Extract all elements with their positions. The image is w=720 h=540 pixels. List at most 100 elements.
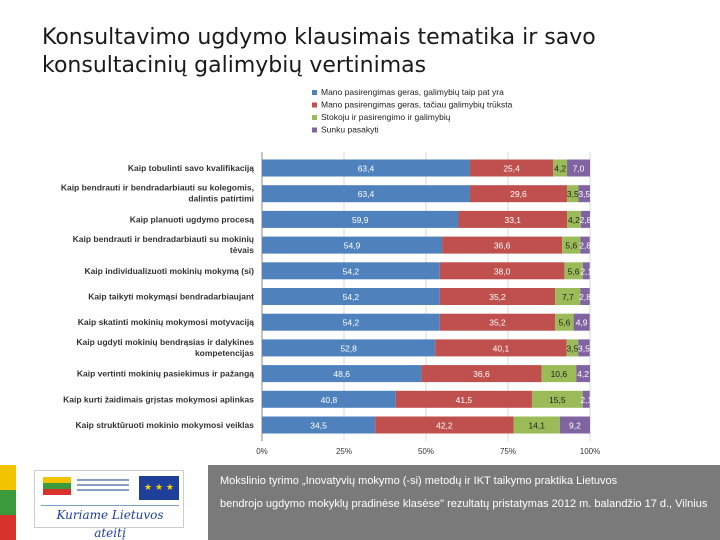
data-label-4-series-4: 2,8: [579, 241, 591, 251]
data-label-11-series-2: 42,2: [436, 421, 453, 431]
bar-1-series-3: [553, 159, 568, 177]
footer-note-line-1: Mokslinio tyrimo „Inovatyvių mokymo (-si…: [220, 475, 618, 487]
category-label-7: Kaip skatinti mokinių mokymosi motyvacij…: [78, 317, 254, 327]
bar-4-series-4: [580, 236, 590, 254]
data-label-7-series-2: 35,2: [489, 318, 506, 328]
data-label-1-series-2: 25,4: [503, 164, 520, 174]
legend-label-1: Mano pasirengimas geras, galimybių taip …: [321, 87, 504, 97]
data-label-7-series-1: 54,2: [343, 318, 360, 328]
category-label-1: Kaip tobulinti savo kvalifikaciją: [128, 163, 254, 173]
slide-title-line-1: Konsultavimo ugdymo klausimais tematika …: [42, 25, 596, 50]
bar-7-series-4: [573, 313, 590, 331]
x-tick-label-3: 50%: [418, 447, 434, 456]
data-label-7-series-3: 5,6: [559, 318, 571, 328]
legend-swatch-2: [312, 102, 317, 108]
bar-1-series-1: [262, 159, 470, 177]
bar-11-series-4: [559, 416, 590, 434]
bar-4-series-1: [262, 236, 443, 254]
bar-3-series-2: [458, 210, 568, 228]
x-tick-label-4: 75%: [500, 447, 516, 456]
footer-note-line-2: bendrojo ugdymo mokyklų pradinėse klasės…: [220, 498, 708, 510]
data-label-3-series-4: 2,8: [579, 215, 591, 225]
data-label-3-series-2: 33,1: [504, 215, 521, 225]
data-label-6-series-1: 54,2: [343, 292, 360, 302]
bar-7-series-3: [555, 313, 574, 331]
bar-5-series-4: [582, 262, 590, 280]
legend-swatch-3: [312, 115, 317, 120]
bar-2-series-3: [567, 185, 579, 203]
data-label-3-series-3: 4,2: [568, 215, 580, 225]
data-label-4-series-3: 5,6: [565, 241, 577, 251]
bar-9-series-2: [421, 365, 542, 383]
bar-8-series-3: [566, 339, 579, 357]
data-label-1-series-3: 4,2: [554, 164, 566, 174]
data-label-2-series-1: 63,4: [358, 189, 375, 199]
data-label-11-series-1: 34,5: [310, 421, 327, 431]
bar-6-series-3: [555, 288, 581, 305]
legend-swatch-1: [312, 90, 317, 95]
bar-6-series-1: [262, 288, 440, 305]
data-label-9-series-1: 48,6: [333, 369, 350, 379]
bar-8-series-4: [578, 339, 590, 357]
bar-10-series-2: [395, 390, 532, 408]
category-label-8-line-2: kompetencijas: [195, 348, 254, 358]
ministry-emblem-icon: [77, 479, 129, 493]
category-label-4-line-1: Kaip bendrauti ir bendradarbiauti su mok…: [73, 234, 254, 244]
data-label-8-series-3: 3,5: [567, 343, 579, 353]
bar-4-series-2: [442, 236, 563, 254]
x-tick-label-2: 25%: [336, 447, 352, 456]
legend-label-2: Mano pasirengimas geras, tačiau galimybi…: [321, 100, 513, 110]
logo-slogan: Kuriame Lietuvos ateitį: [41, 505, 179, 540]
bar-8-series-1: [262, 339, 436, 357]
data-label-4-series-2: 36,6: [494, 241, 511, 251]
data-label-10-series-4: 2,1: [580, 395, 592, 405]
footer-note: Mokslinio tyrimo „Inovatyvių mokymo (-si…: [208, 465, 720, 540]
data-label-2-series-3: 3,5: [567, 189, 579, 199]
lithuania-flag-icon: [43, 477, 71, 495]
data-label-9-series-3: 10,6: [551, 369, 568, 379]
data-label-1-series-4: 7,0: [573, 164, 585, 174]
data-label-9-series-2: 36,6: [473, 369, 490, 379]
legend-swatch-4: [312, 127, 317, 133]
bar-1-series-2: [469, 159, 554, 177]
legend-label-3: Stokoju ir pasirengimo ir galimybių: [321, 112, 451, 122]
category-label-2-line-2: dalintis patirtimi: [188, 194, 254, 204]
data-label-4-series-1: 54,9: [344, 241, 361, 251]
eu-flag-icon: ★ ★ ★: [139, 476, 179, 500]
data-label-11-series-4: 9,2: [569, 421, 581, 431]
bar-5-series-1: [262, 262, 440, 280]
bar-9-series-4: [576, 365, 590, 383]
bar-2-series-1: [262, 185, 470, 203]
x-tick-label-5: 100%: [580, 447, 600, 456]
data-label-2-series-2: 29,6: [510, 189, 527, 199]
data-label-10-series-2: 41,5: [456, 395, 473, 405]
data-label-5-series-4: 2,1: [580, 266, 592, 276]
data-label-7-series-4: 4,9: [576, 318, 588, 328]
bar-2-series-2: [469, 185, 568, 203]
category-label-5: Kaip individualizuoti mokinių mokymą (si…: [84, 266, 254, 276]
stacked-bar-chart: Mano pasirengimas geras, galimybių taip …: [61, 87, 600, 456]
bar-11-series-3: [513, 416, 560, 434]
data-label-5-series-2: 38,0: [494, 266, 511, 276]
category-label-2-line-1: Kaip bendrauti ir bendradarbiauti su kol…: [61, 183, 254, 193]
data-label-1-series-1: 63,4: [358, 164, 375, 174]
category-label-11: Kaip struktūruoti mokinio mokymosi veikl…: [75, 420, 254, 430]
bar-5-series-2: [439, 262, 565, 280]
bar-3-series-3: [567, 210, 581, 228]
bar-3-series-4: [580, 210, 590, 228]
data-label-5-series-3: 5,6: [568, 266, 580, 276]
bar-6-series-2: [439, 288, 556, 305]
bar-9-series-1: [262, 365, 422, 383]
data-label-8-series-4: 3,5: [578, 343, 590, 353]
data-label-10-series-3: 15,5: [549, 395, 566, 405]
bar-7-series-2: [439, 313, 556, 331]
data-label-6-series-4: 2,8: [579, 292, 591, 302]
data-label-6-series-3: 7,7: [562, 292, 574, 302]
bar-10-series-3: [531, 390, 583, 408]
bar-10-series-4: [582, 390, 590, 408]
bar-6-series-4: [580, 288, 590, 305]
bar-2-series-4: [578, 185, 590, 203]
data-label-9-series-4: 4,2: [577, 369, 589, 379]
slide-title-line-2: konsultacinių galimybių vertinimas: [42, 53, 427, 78]
bar-9-series-3: [541, 365, 577, 383]
